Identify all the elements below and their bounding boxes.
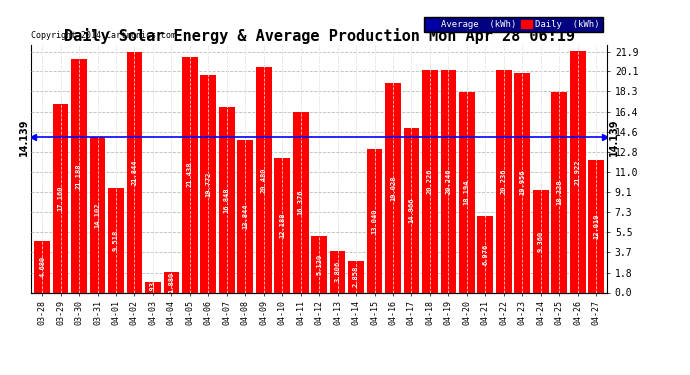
Text: 13.040: 13.040: [371, 208, 377, 234]
Bar: [515, 73, 530, 292]
Bar: [404, 128, 420, 292]
Bar: [551, 92, 567, 292]
Text: 20.236: 20.236: [501, 168, 506, 194]
Text: 13.844: 13.844: [242, 204, 248, 229]
Text: 12.188: 12.188: [279, 213, 285, 238]
Text: 0.932: 0.932: [150, 277, 156, 298]
Bar: [237, 140, 253, 292]
Bar: [440, 70, 456, 292]
Bar: [201, 75, 216, 292]
Text: 2.858: 2.858: [353, 266, 359, 287]
Text: 9.360: 9.360: [538, 230, 544, 252]
Bar: [570, 51, 586, 292]
Bar: [71, 59, 87, 292]
Text: 17.160: 17.160: [57, 185, 63, 211]
Text: 1.880: 1.880: [168, 272, 175, 293]
Bar: [459, 92, 475, 292]
Text: 9.518: 9.518: [113, 230, 119, 251]
Bar: [164, 272, 179, 292]
Text: 20.480: 20.480: [261, 167, 267, 193]
Bar: [477, 216, 493, 292]
Text: 21.844: 21.844: [132, 160, 137, 185]
Bar: [589, 160, 604, 292]
Bar: [108, 188, 124, 292]
Bar: [219, 107, 235, 292]
Text: 18.194: 18.194: [464, 180, 470, 205]
Bar: [496, 70, 512, 292]
Text: Copyright 2014 Cartronics.com: Copyright 2014 Cartronics.com: [31, 31, 176, 40]
Bar: [311, 236, 327, 292]
Bar: [422, 70, 437, 292]
Bar: [126, 52, 142, 292]
Bar: [145, 282, 161, 292]
Text: 6.976: 6.976: [482, 243, 489, 265]
Bar: [182, 57, 198, 292]
Title: Daily Solar Energy & Average Production Mon Apr 28 06:19: Daily Solar Energy & Average Production …: [63, 28, 575, 44]
Bar: [330, 251, 346, 292]
Text: 20.226: 20.226: [427, 168, 433, 194]
Text: 19.772: 19.772: [206, 171, 211, 196]
Text: 21.438: 21.438: [187, 162, 193, 188]
Bar: [385, 83, 401, 292]
Text: 16.376: 16.376: [297, 190, 304, 215]
Legend: Average  (kWh), Daily  (kWh): Average (kWh), Daily (kWh): [424, 17, 602, 32]
Text: 19.956: 19.956: [520, 170, 525, 195]
Bar: [533, 189, 549, 292]
Text: 16.848: 16.848: [224, 187, 230, 213]
Text: 14.139: 14.139: [19, 118, 29, 156]
Bar: [34, 241, 50, 292]
Bar: [256, 67, 272, 292]
Text: 12.010: 12.010: [593, 214, 599, 239]
Text: 14.102: 14.102: [95, 202, 101, 228]
Bar: [293, 112, 308, 292]
Text: 21.188: 21.188: [76, 163, 82, 189]
Text: 20.246: 20.246: [445, 168, 451, 194]
Bar: [366, 149, 382, 292]
Bar: [90, 137, 106, 292]
Text: 19.028: 19.028: [390, 175, 396, 201]
Text: 5.120: 5.120: [316, 254, 322, 275]
Text: 3.806: 3.806: [335, 261, 341, 282]
Text: 14.966: 14.966: [408, 197, 415, 223]
Bar: [52, 104, 68, 292]
Text: 14.139: 14.139: [609, 118, 619, 156]
Bar: [275, 158, 290, 292]
Text: 18.228: 18.228: [556, 180, 562, 205]
Text: 4.680: 4.680: [39, 256, 45, 278]
Text: 21.922: 21.922: [575, 159, 581, 184]
Bar: [348, 261, 364, 292]
